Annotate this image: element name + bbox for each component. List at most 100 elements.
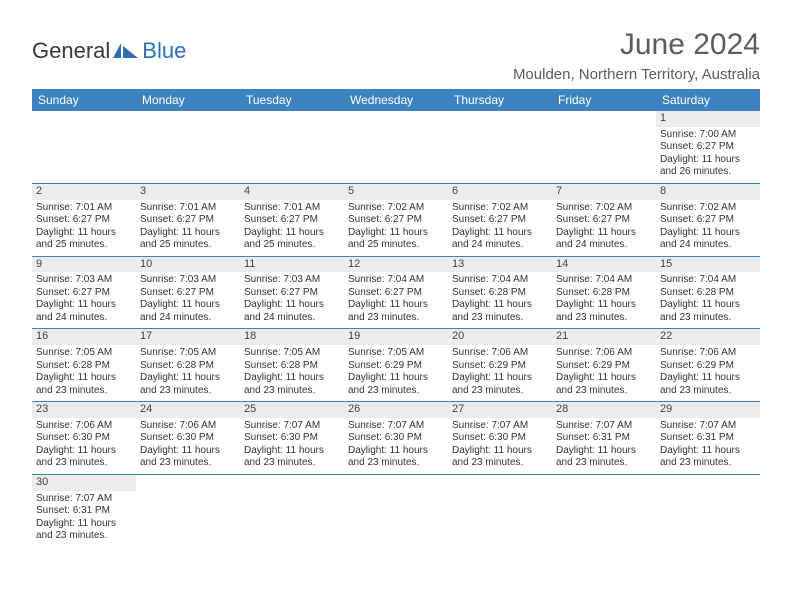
- day-line: Sunset: 6:28 PM: [660, 287, 756, 300]
- day-line: and 23 minutes.: [660, 457, 756, 470]
- day-line: and 23 minutes.: [452, 457, 548, 470]
- day-line: and 23 minutes.: [452, 385, 548, 398]
- day-line: Sunrise: 7:06 AM: [36, 420, 132, 433]
- day-line: Sunset: 6:28 PM: [452, 287, 548, 300]
- day-line: Daylight: 11 hours: [660, 299, 756, 312]
- day-line: Sunrise: 7:05 AM: [244, 347, 340, 360]
- day-line: Sunrise: 7:03 AM: [244, 274, 340, 287]
- day-line: Sunset: 6:30 PM: [244, 432, 340, 445]
- day-line: Sunrise: 7:06 AM: [452, 347, 548, 360]
- week-row: 1 Sunrise: 7:00 AMSunset: 6:27 PMDaylight…: [32, 111, 760, 183]
- day-number: 1: [656, 111, 760, 127]
- day-cell: [344, 111, 448, 183]
- day-line: and 23 minutes.: [140, 385, 236, 398]
- day-cell: [136, 111, 240, 183]
- day-line: and 23 minutes.: [348, 385, 444, 398]
- day-cell: 12Sunrise: 7:04 AMSunset: 6:27 PMDayligh…: [344, 256, 448, 329]
- day-line: and 23 minutes.: [140, 457, 236, 470]
- day-line: Daylight: 11 hours: [140, 445, 236, 458]
- day-number: 13: [448, 257, 552, 273]
- day-number: 2: [32, 184, 136, 200]
- day-line: and 23 minutes.: [36, 530, 132, 543]
- day-cell: 9Sunrise: 7:03 AMSunset: 6:27 PMDaylight…: [32, 256, 136, 329]
- day-line: Sunset: 6:27 PM: [140, 214, 236, 227]
- day-cell: 7Sunrise: 7:02 AMSunset: 6:27 PMDaylight…: [552, 183, 656, 256]
- day-number: 10: [136, 257, 240, 273]
- day-cell: [448, 474, 552, 546]
- day-line: Daylight: 11 hours: [348, 372, 444, 385]
- day-line: Daylight: 11 hours: [36, 227, 132, 240]
- day-cell: [344, 474, 448, 546]
- day-line: Sunset: 6:27 PM: [348, 214, 444, 227]
- day-cell: 29Sunrise: 7:07 AMSunset: 6:31 PMDayligh…: [656, 402, 760, 475]
- day-cell: [136, 474, 240, 546]
- calendar-page: General Blue June 2024 Moulden, Northern…: [0, 0, 792, 567]
- day-line: Daylight: 11 hours: [36, 518, 132, 531]
- day-number: 30: [32, 475, 136, 491]
- day-line: Daylight: 11 hours: [660, 372, 756, 385]
- logo-text-b: Blue: [142, 38, 186, 64]
- day-cell: 11Sunrise: 7:03 AMSunset: 6:27 PMDayligh…: [240, 256, 344, 329]
- day-line: Sunrise: 7:00 AM: [660, 129, 756, 142]
- day-line: Daylight: 11 hours: [556, 445, 652, 458]
- location: Moulden, Northern Territory, Australia: [513, 66, 760, 83]
- day-line: Daylight: 11 hours: [452, 372, 548, 385]
- day-cell: 19Sunrise: 7:05 AMSunset: 6:29 PMDayligh…: [344, 329, 448, 402]
- day-line: Daylight: 11 hours: [140, 227, 236, 240]
- day-line: Sunset: 6:27 PM: [452, 214, 548, 227]
- day-line: Sunset: 6:31 PM: [660, 432, 756, 445]
- day-cell: [552, 474, 656, 546]
- day-line: Daylight: 11 hours: [36, 299, 132, 312]
- day-line: Daylight: 11 hours: [660, 154, 756, 167]
- day-line: Sunset: 6:30 PM: [348, 432, 444, 445]
- flag-icon: [112, 42, 140, 60]
- day-cell: 27Sunrise: 7:07 AMSunset: 6:30 PMDayligh…: [448, 402, 552, 475]
- day-number: 17: [136, 329, 240, 345]
- day-line: Daylight: 11 hours: [660, 227, 756, 240]
- day-header: Monday: [136, 89, 240, 111]
- day-number: 19: [344, 329, 448, 345]
- day-line: Sunset: 6:29 PM: [556, 360, 652, 373]
- day-line: Daylight: 11 hours: [556, 299, 652, 312]
- day-line: and 25 minutes.: [140, 239, 236, 252]
- day-cell: 6Sunrise: 7:02 AMSunset: 6:27 PMDaylight…: [448, 183, 552, 256]
- day-line: Sunrise: 7:07 AM: [36, 493, 132, 506]
- day-header: Tuesday: [240, 89, 344, 111]
- day-line: Sunset: 6:30 PM: [140, 432, 236, 445]
- day-line: Sunrise: 7:07 AM: [556, 420, 652, 433]
- day-line: and 23 minutes.: [244, 457, 340, 470]
- day-cell: 5Sunrise: 7:02 AMSunset: 6:27 PMDaylight…: [344, 183, 448, 256]
- day-cell: [32, 111, 136, 183]
- day-line: Daylight: 11 hours: [244, 299, 340, 312]
- day-line: and 23 minutes.: [660, 312, 756, 325]
- day-line: Sunset: 6:27 PM: [660, 214, 756, 227]
- day-number: 11: [240, 257, 344, 273]
- day-line: Sunrise: 7:03 AM: [36, 274, 132, 287]
- day-line: and 24 minutes.: [140, 312, 236, 325]
- day-line: Sunrise: 7:07 AM: [452, 420, 548, 433]
- day-line: and 23 minutes.: [452, 312, 548, 325]
- day-line: Sunset: 6:29 PM: [348, 360, 444, 373]
- day-cell: 2Sunrise: 7:01 AMSunset: 6:27 PMDaylight…: [32, 183, 136, 256]
- week-row: 30Sunrise: 7:07 AMSunset: 6:31 PMDayligh…: [32, 474, 760, 546]
- day-header: Friday: [552, 89, 656, 111]
- day-line: Daylight: 11 hours: [660, 445, 756, 458]
- day-line: Sunset: 6:27 PM: [660, 141, 756, 154]
- day-cell: 23Sunrise: 7:06 AMSunset: 6:30 PMDayligh…: [32, 402, 136, 475]
- day-line: Sunrise: 7:04 AM: [556, 274, 652, 287]
- day-line: Sunset: 6:27 PM: [140, 287, 236, 300]
- logo-text-a: General: [32, 38, 110, 64]
- day-line: and 23 minutes.: [244, 385, 340, 398]
- day-line: Sunrise: 7:01 AM: [140, 202, 236, 215]
- day-header: Wednesday: [344, 89, 448, 111]
- day-line: Daylight: 11 hours: [36, 372, 132, 385]
- day-line: Sunrise: 7:04 AM: [348, 274, 444, 287]
- day-line: Sunset: 6:27 PM: [556, 214, 652, 227]
- day-cell: [656, 474, 760, 546]
- day-cell: [240, 111, 344, 183]
- day-cell: 30Sunrise: 7:07 AMSunset: 6:31 PMDayligh…: [32, 474, 136, 546]
- day-cell: 4Sunrise: 7:01 AMSunset: 6:27 PMDaylight…: [240, 183, 344, 256]
- day-line: Sunrise: 7:02 AM: [348, 202, 444, 215]
- day-line: Daylight: 11 hours: [140, 299, 236, 312]
- day-cell: 20Sunrise: 7:06 AMSunset: 6:29 PMDayligh…: [448, 329, 552, 402]
